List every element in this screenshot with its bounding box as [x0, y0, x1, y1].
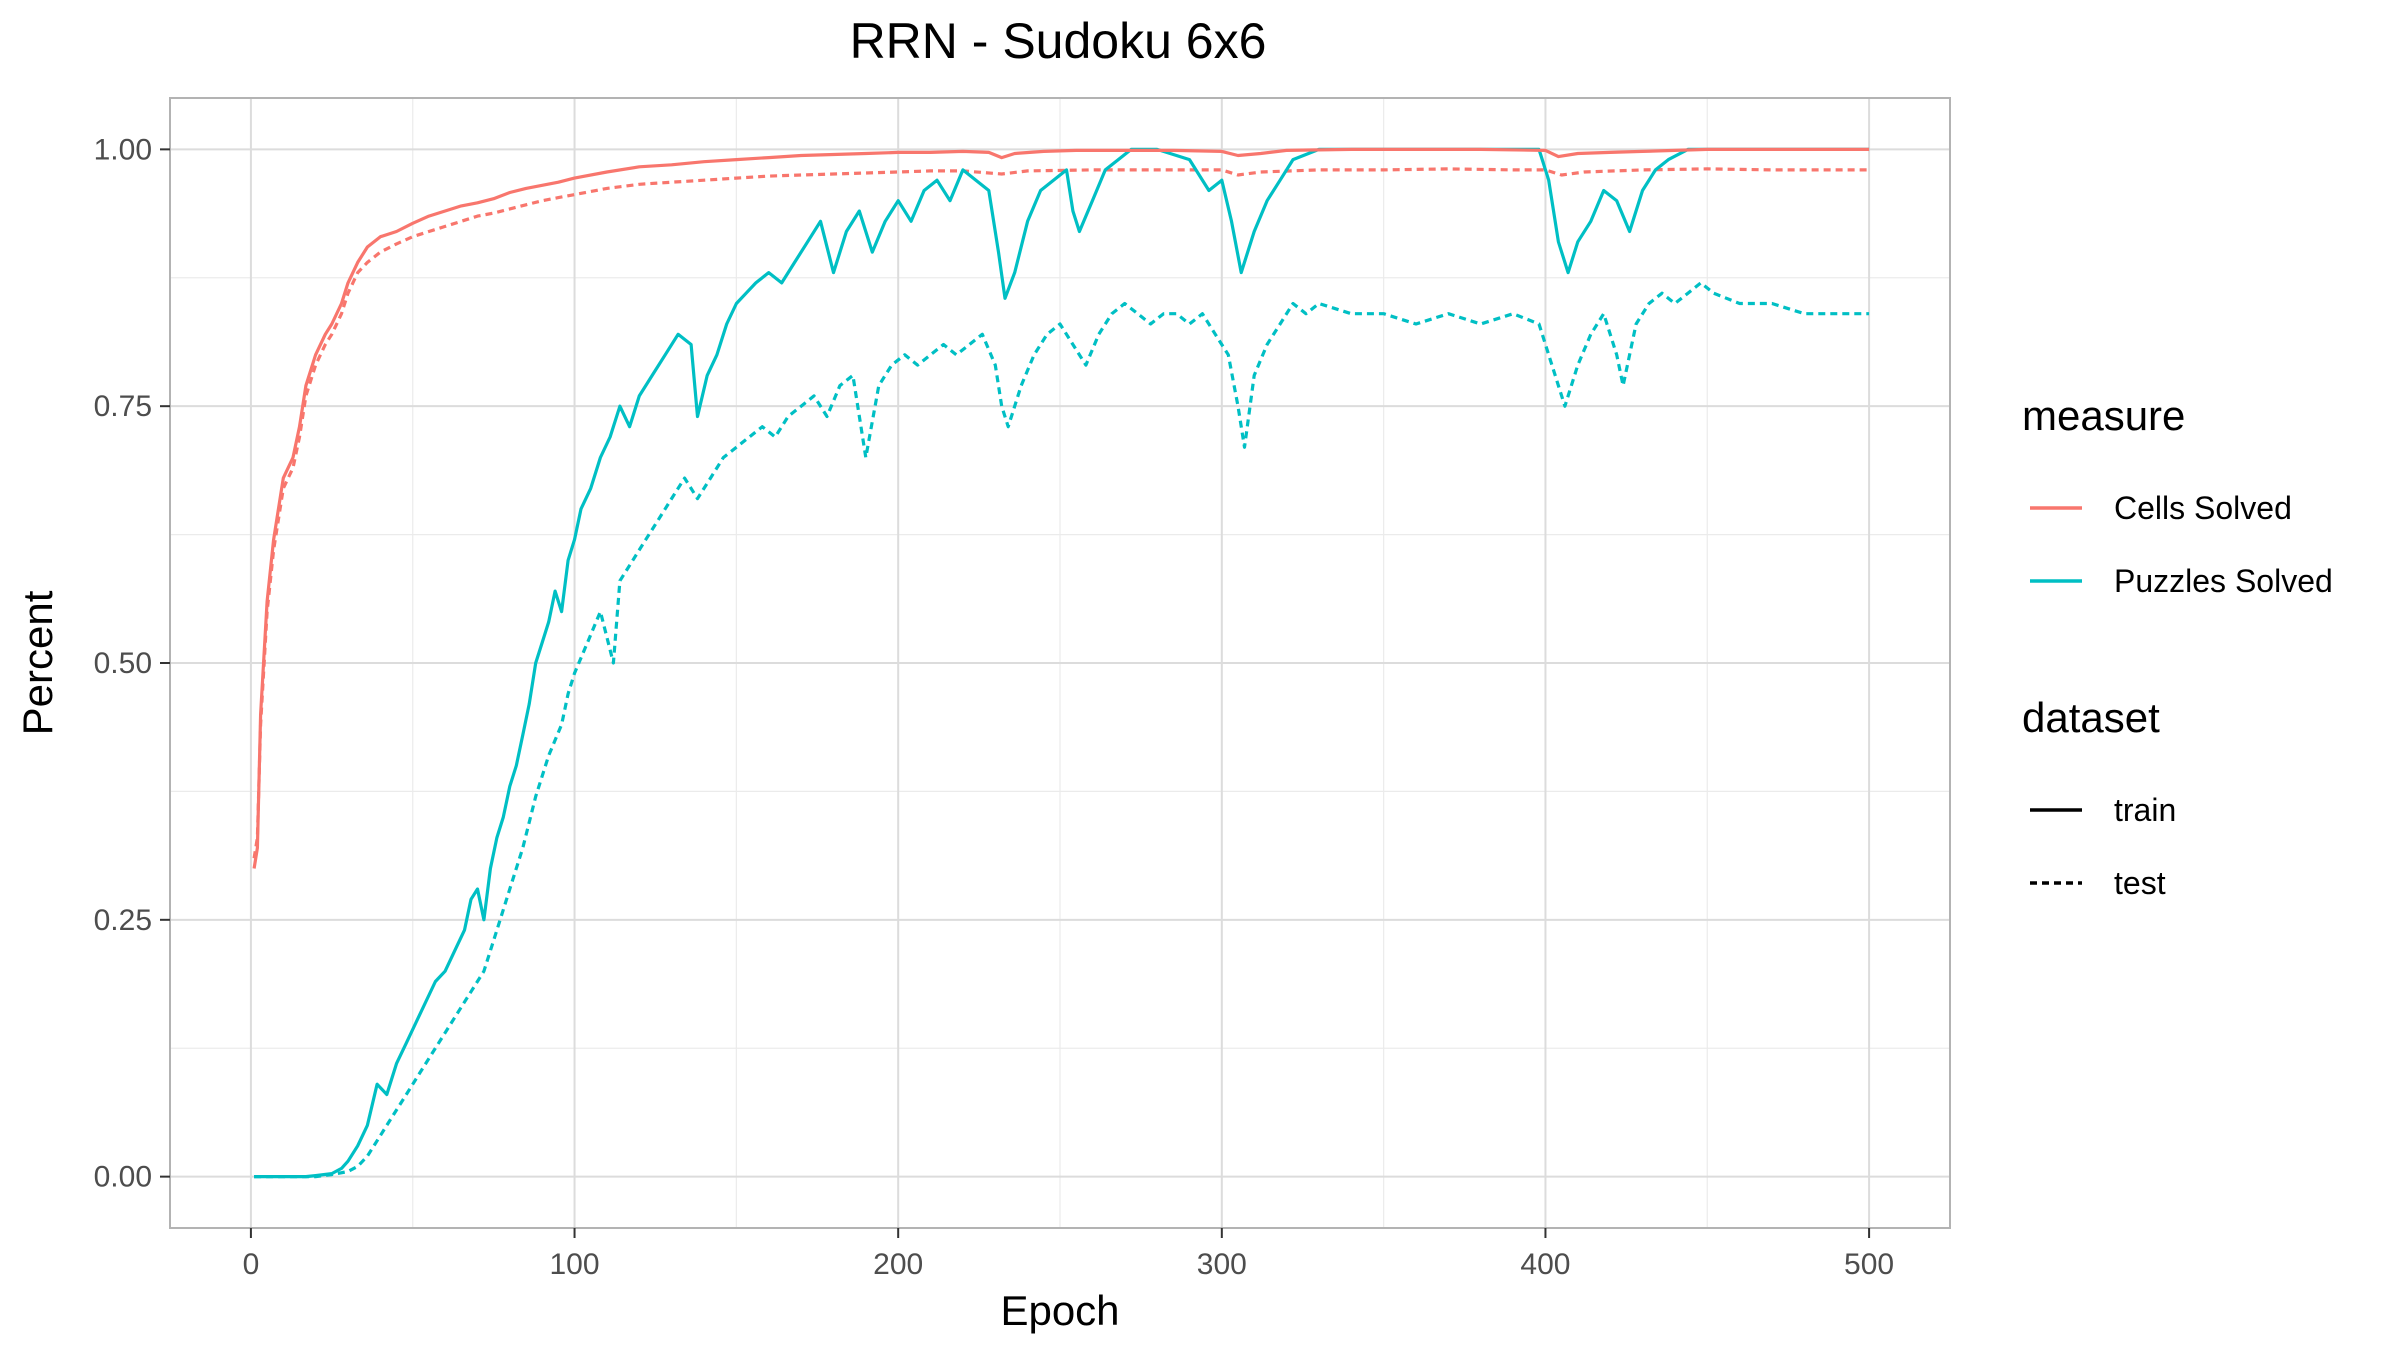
legend-item-label: train [2114, 792, 2176, 828]
y-tick-label: 0.50 [94, 647, 152, 680]
y-tick-label: 0.25 [94, 904, 152, 937]
series-line-cells-solved-train [252, 147, 1870, 869]
x-tick-label: 100 [550, 1248, 600, 1281]
legend-item-label: test [2114, 865, 2166, 901]
legend-title: measure [2022, 392, 2185, 439]
series-line-cells-solved-test [252, 167, 1870, 859]
series-line-puzzles-solved-test [254, 281, 1870, 1179]
legend-title: dataset [2022, 694, 2160, 741]
x-tick-label: 500 [1844, 1248, 1894, 1281]
y-tick-label: 0.00 [94, 1161, 152, 1194]
x-axis-title: Epoch [1000, 1287, 1119, 1334]
y-tick-label: 0.75 [94, 390, 152, 423]
chart-title: RRN - Sudoku 6x6 [850, 13, 1267, 69]
x-tick-label: 200 [873, 1248, 923, 1281]
legend-item-label: Puzzles Solved [2114, 563, 2333, 599]
legend: measure Cells Solved Puzzles Solved dataset… [2022, 392, 2333, 901]
axes: 0 100 200 300 400 500 0.00 0.25 0.50 0.75 1.00 [94, 133, 1895, 1281]
x-tick-label: 400 [1520, 1248, 1570, 1281]
y-axis-title: Percent [14, 590, 61, 735]
grid [170, 98, 1950, 1228]
x-tick-label: 0 [243, 1248, 260, 1281]
plot-series [252, 147, 1870, 1179]
y-tick-label: 1.00 [94, 133, 152, 166]
legend-item-label: Cells Solved [2114, 490, 2292, 526]
x-tick-label: 300 [1197, 1248, 1247, 1281]
